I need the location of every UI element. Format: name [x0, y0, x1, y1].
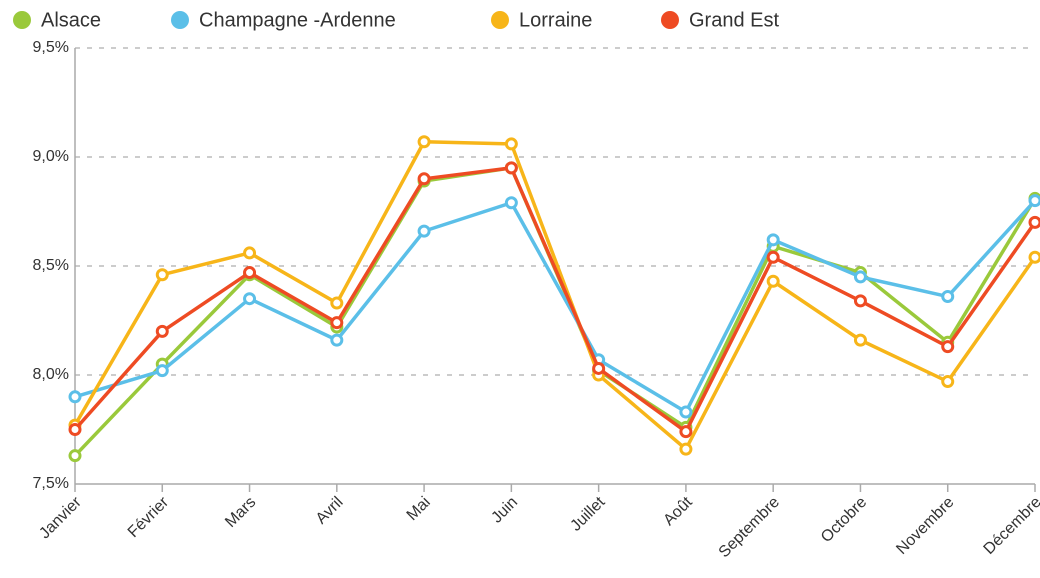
data-point	[1028, 250, 1040, 264]
data-point	[679, 442, 693, 456]
legend-swatch	[13, 11, 31, 29]
data-point	[417, 135, 431, 149]
data-point	[330, 316, 344, 330]
x-tick-label: Novembre	[893, 494, 957, 558]
data-point	[243, 266, 257, 280]
data-point	[155, 364, 169, 378]
y-tick-label: 9,0%	[33, 148, 69, 165]
x-tick-label: Mars	[222, 494, 259, 531]
data-point	[853, 333, 867, 347]
data-point	[941, 290, 955, 304]
data-point	[68, 449, 82, 463]
y-tick-label: 8,5%	[33, 257, 69, 274]
data-point	[243, 292, 257, 306]
series-line	[73, 166, 1037, 457]
data-point	[766, 233, 780, 247]
x-tick-label: Octobre	[818, 494, 870, 546]
data-point	[1028, 194, 1040, 208]
legend-label: Champagne -Ardenne	[199, 9, 396, 31]
x-tick-label: Mai	[404, 494, 434, 524]
data-point	[766, 250, 780, 264]
legend-label: Lorraine	[519, 9, 592, 31]
data-point	[417, 172, 431, 186]
data-point	[68, 390, 82, 404]
data-point	[504, 196, 518, 210]
legend-swatch	[171, 11, 189, 29]
data-point	[155, 268, 169, 282]
data-point	[766, 274, 780, 288]
data-point	[417, 224, 431, 238]
y-tick-label: 9,5%	[33, 39, 69, 56]
x-tick-label: Juin	[488, 494, 521, 527]
x-tick-label: Février	[125, 493, 173, 541]
x-tick-label: Juillet	[568, 493, 609, 534]
legend-swatch	[491, 11, 509, 29]
data-point	[1028, 215, 1040, 229]
series-line	[74, 199, 1037, 414]
data-point	[941, 340, 955, 354]
data-point	[853, 270, 867, 284]
data-point	[330, 296, 344, 310]
data-point	[592, 361, 606, 375]
y-tick-label: 8,0%	[33, 366, 69, 383]
series-line	[73, 139, 1037, 451]
series-line	[73, 166, 1037, 434]
data-point	[68, 423, 82, 436]
data-point	[853, 294, 867, 308]
data-point	[679, 405, 693, 419]
legend: Alsace Champagne -Ardenne Lorraine Grand Es…	[13, 9, 779, 31]
data-point	[679, 425, 693, 439]
data-point	[155, 324, 169, 338]
x-tick-label: Avril	[313, 494, 347, 528]
legend-swatch	[661, 11, 679, 29]
data-point	[243, 246, 257, 260]
legend-label: Grand Est	[689, 9, 779, 31]
data-point	[330, 333, 344, 347]
x-tick-label: Janvier	[36, 493, 85, 542]
data-point	[504, 161, 518, 175]
x-tick-label: Décembre	[981, 494, 1040, 558]
data-point	[504, 137, 518, 151]
x-tick-label: Août	[660, 493, 696, 529]
x-tick-label: Septembre	[716, 494, 783, 561]
data-point	[941, 375, 955, 389]
legend-label: Alsace	[41, 9, 101, 31]
y-tick-label: 7,5%	[33, 475, 69, 492]
